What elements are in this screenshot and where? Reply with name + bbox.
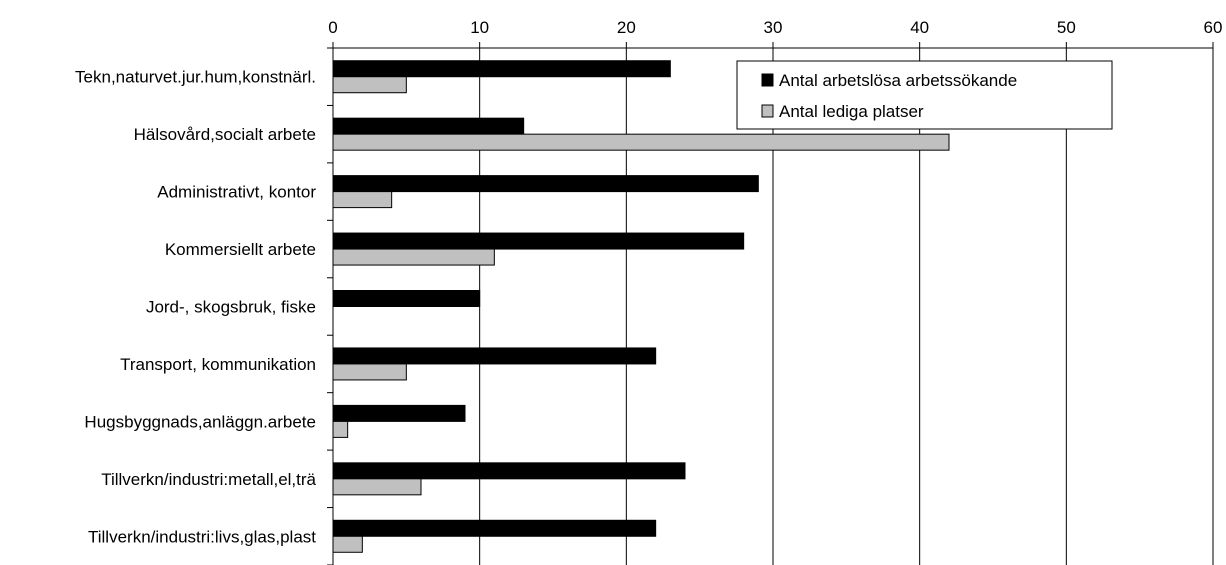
- category-label: Hälsovård,socialt arbete: [134, 125, 316, 144]
- bar-arbetssokande: [332, 404, 466, 422]
- legend-label-series-2: Antal lediga platser: [779, 102, 924, 121]
- bar-arbetssokande: [332, 117, 525, 135]
- x-tick-label: 10: [470, 18, 489, 37]
- category-label: Tekn,naturvet.jur.hum,konstnärl.: [75, 68, 316, 87]
- bar-lediga-platser: [332, 248, 495, 266]
- bar-lediga-platser: [332, 363, 407, 381]
- x-tick-label: 0: [328, 18, 337, 37]
- category-label: Transport, kommunikation: [120, 355, 316, 374]
- legend: Antal arbetslösa arbetssökande Antal led…: [736, 60, 1113, 130]
- x-tick-label: 30: [764, 18, 783, 37]
- bar-arbetssokande: [332, 232, 745, 250]
- legend-swatch-series-1: [761, 73, 774, 87]
- x-tick-label: 60: [1204, 18, 1223, 37]
- bar-arbetssokande: [332, 290, 481, 307]
- bar-arbetssokande: [332, 60, 671, 78]
- x-tick-label: 50: [1057, 18, 1076, 37]
- bar-arbetssokande: [332, 519, 657, 537]
- x-tick-labels: 0 10 20 30 40 50 60: [328, 18, 1222, 37]
- category-label: Hugsbyggnads,anläggn.arbete: [84, 412, 316, 431]
- category-label: Jord-, skogsbruk, fiske: [146, 298, 316, 317]
- category-label: Administrativt, kontor: [157, 183, 316, 202]
- bar-lediga-platser: [332, 478, 422, 496]
- bar-arbetssokande: [332, 347, 657, 365]
- category-label: Tillverkn/industri:livs,glas,plast: [88, 527, 316, 546]
- bar-lediga-platser: [332, 420, 349, 438]
- category-label: Tillverkn/industri:metall,el,trä: [101, 470, 316, 489]
- bar-lediga-platser: [332, 535, 363, 553]
- x-tick-label: 40: [910, 18, 929, 37]
- axes: [327, 42, 1214, 565]
- bar-lediga-platser: [332, 191, 393, 209]
- bars: [332, 60, 950, 553]
- legend-swatch-series-2: [761, 104, 774, 118]
- bar-lediga-platser: [332, 76, 407, 94]
- category-labels: Tekn,naturvet.jur.hum,konstnärl. Hälsovår…: [75, 68, 316, 547]
- legend-label-series-1: Antal arbetslösa arbetssökande: [779, 71, 1017, 90]
- legend-box: [736, 60, 1113, 130]
- bar-arbetssokande: [332, 462, 686, 480]
- category-label: Kommersiellt arbete: [165, 240, 316, 259]
- bar-lediga-platser: [332, 133, 950, 151]
- x-tick-label: 20: [617, 18, 636, 37]
- bar-arbetssokande: [332, 175, 759, 193]
